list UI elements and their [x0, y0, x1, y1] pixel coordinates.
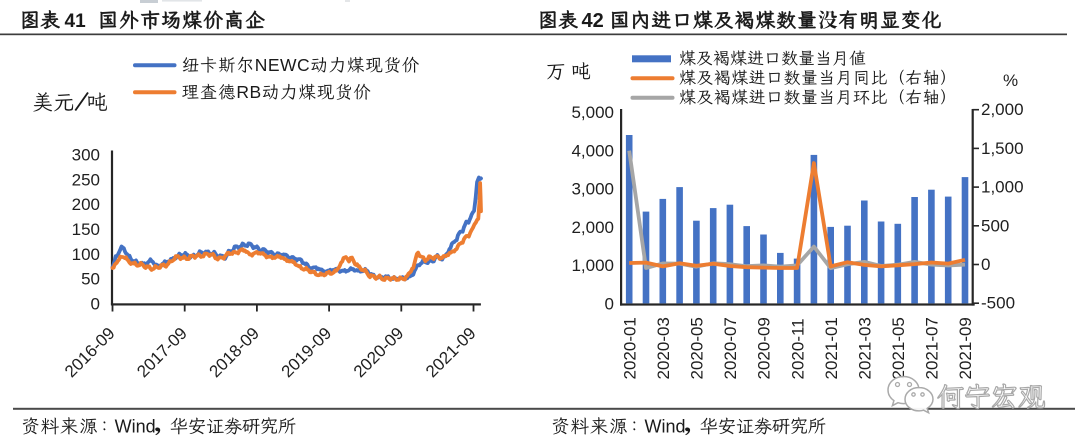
- svg-text:2021-01: 2021-01: [822, 317, 841, 379]
- svg-text:0: 0: [91, 295, 100, 314]
- svg-text:2,000: 2,000: [571, 218, 614, 237]
- svg-text:2021-07: 2021-07: [923, 317, 942, 379]
- svg-text:NEWC: NEWC: [255, 55, 310, 75]
- svg-text:2021-03: 2021-03: [856, 317, 875, 379]
- svg-text:42: 42: [582, 10, 604, 32]
- svg-text:2016-09: 2016-09: [61, 324, 119, 382]
- svg-text:5,000: 5,000: [571, 103, 614, 122]
- svg-text:2020-09: 2020-09: [350, 324, 408, 382]
- svg-text:0: 0: [981, 255, 990, 274]
- svg-text:4,000: 4,000: [571, 141, 614, 160]
- svg-text:RB: RB: [236, 82, 261, 102]
- svg-text:1,000: 1,000: [981, 178, 1024, 197]
- svg-text:2018-09: 2018-09: [205, 324, 263, 382]
- svg-text:500: 500: [981, 216, 1009, 235]
- svg-text:2020-07: 2020-07: [721, 317, 740, 379]
- svg-text:2020-03: 2020-03: [654, 317, 673, 379]
- svg-text:2020-09: 2020-09: [755, 317, 774, 379]
- svg-text:50: 50: [81, 270, 100, 289]
- svg-text:2020-11: 2020-11: [788, 318, 807, 379]
- svg-text:2017-09: 2017-09: [133, 324, 191, 382]
- svg-text:Wind: Wind: [645, 417, 686, 437]
- svg-text:41: 41: [65, 11, 87, 32]
- svg-text:150: 150: [72, 220, 100, 239]
- svg-text:2021-09: 2021-09: [956, 317, 975, 379]
- svg-text:2020-01: 2020-01: [620, 317, 639, 379]
- svg-text:1,000: 1,000: [571, 256, 614, 275]
- svg-text:100: 100: [72, 245, 100, 264]
- svg-text:0: 0: [605, 294, 614, 313]
- svg-text:200: 200: [72, 195, 100, 214]
- svg-text:2021-09: 2021-09: [422, 324, 480, 382]
- svg-text:2020-05: 2020-05: [688, 317, 707, 379]
- svg-text:250: 250: [72, 170, 100, 189]
- svg-text:Wind: Wind: [115, 417, 156, 437]
- svg-text:2,000: 2,000: [981, 100, 1024, 119]
- svg-text:-500: -500: [981, 294, 1015, 313]
- svg-text:300: 300: [72, 146, 100, 165]
- svg-text:%: %: [1003, 71, 1018, 90]
- svg-text:3,000: 3,000: [571, 180, 614, 199]
- svg-text:2019-09: 2019-09: [278, 324, 336, 382]
- svg-text:1,500: 1,500: [981, 139, 1024, 158]
- svg-text:2021-05: 2021-05: [889, 317, 908, 379]
